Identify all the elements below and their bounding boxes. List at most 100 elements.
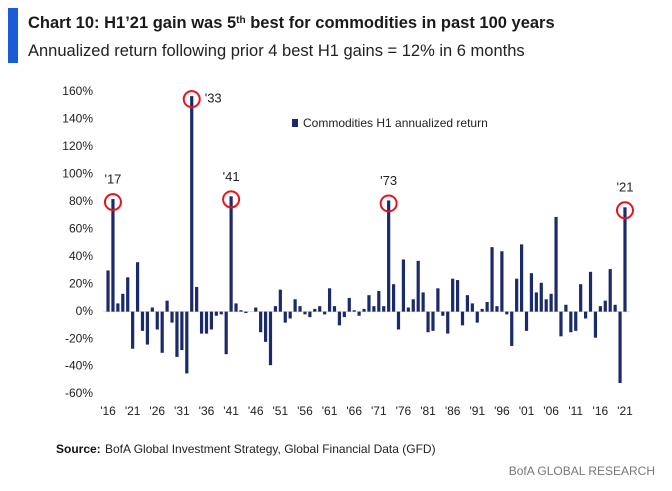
x-tick-label: '26: [149, 404, 165, 418]
bar: [323, 311, 327, 315]
bar: [254, 307, 258, 312]
bar: [524, 311, 529, 331]
bar: [387, 200, 391, 312]
x-tick-label: '86: [445, 404, 461, 418]
bar: [367, 295, 371, 312]
bar: [268, 311, 273, 366]
bar: [308, 311, 312, 318]
bar: [490, 247, 494, 312]
bar: [145, 311, 150, 345]
bar: [446, 311, 450, 334]
bar: [131, 311, 135, 349]
bar: [150, 307, 154, 312]
bar: [613, 304, 617, 312]
x-tick-label: '71: [371, 404, 387, 418]
bar: [293, 299, 297, 312]
bar: [470, 303, 474, 312]
bar: [382, 306, 386, 312]
bar: [209, 311, 214, 330]
bar: [436, 288, 440, 312]
x-tick-label: '56: [297, 404, 313, 418]
annotation: '41: [223, 169, 240, 184]
bar: [332, 306, 337, 312]
y-tick-label: 120%: [62, 139, 93, 153]
chart-title: Chart 10: H1’21 gain was 5th best for co…: [28, 14, 555, 32]
x-tick-label: '41: [223, 404, 239, 418]
bar: [411, 299, 415, 312]
x-tick-label: '21: [125, 404, 141, 418]
bar: [465, 295, 470, 312]
bar: [357, 311, 361, 316]
bar: [244, 311, 248, 314]
bar: [549, 293, 553, 312]
bar: [170, 311, 174, 323]
bar: [406, 307, 410, 312]
bar: [416, 260, 420, 312]
bar: [283, 311, 287, 323]
bar: [126, 277, 130, 312]
y-tick-label: 0%: [76, 304, 94, 318]
source-text: BofA Global Investment Strategy, Global …: [105, 442, 436, 456]
bar: [574, 311, 578, 331]
bar: [278, 289, 282, 312]
legend-label: Commodities H1 annualized return: [303, 116, 488, 130]
bar: [106, 270, 110, 312]
bar: [327, 288, 332, 312]
annotation: '17: [104, 172, 121, 187]
bar: [175, 311, 179, 357]
bar: [603, 300, 607, 312]
bar: [377, 291, 381, 312]
bar: [529, 273, 534, 312]
bar: [544, 299, 548, 312]
bar: [480, 308, 484, 312]
bar: [185, 311, 189, 374]
bar: [608, 269, 612, 312]
bar: [263, 311, 268, 342]
bar: [583, 311, 588, 319]
bar: [190, 96, 194, 312]
bar: [515, 278, 519, 312]
bar: [199, 311, 204, 334]
y-tick-label: 40%: [69, 249, 93, 263]
highlight-circle: [222, 190, 241, 209]
x-tick-label: '11: [568, 404, 583, 418]
bar: [204, 311, 209, 334]
highlight-circle: [379, 194, 398, 213]
x-tick-label: '76: [396, 404, 412, 418]
bar: [362, 308, 366, 312]
bar: [495, 306, 499, 312]
bar: [564, 304, 568, 312]
bar: [352, 310, 356, 312]
x-tick-label: '96: [494, 404, 510, 418]
bar: [421, 292, 425, 312]
bar: [342, 311, 346, 318]
bar: [455, 280, 460, 312]
chart-subtitle: Annualized return following prior 4 best…: [28, 42, 525, 60]
bar: [303, 311, 307, 315]
bar: [500, 251, 504, 312]
bar: [569, 311, 573, 333]
bar: [214, 311, 218, 316]
annotation: '21: [617, 180, 634, 195]
bar: [288, 311, 292, 319]
bar: [234, 303, 238, 312]
bar: [165, 300, 169, 312]
x-tick-label: '16: [593, 404, 609, 418]
bar: [431, 311, 435, 331]
y-tick-label: -20%: [65, 331, 93, 345]
bar: [475, 311, 479, 323]
y-tick-label: 140%: [62, 112, 93, 126]
x-tick-label: '91: [469, 404, 485, 418]
bar: [510, 311, 514, 346]
highlight-circle: [615, 201, 634, 220]
bar: [485, 302, 489, 312]
annotation: '33: [205, 91, 222, 106]
bar: [180, 311, 184, 351]
legend-swatch: [292, 119, 298, 127]
bar: [313, 308, 317, 312]
bar: [155, 311, 159, 330]
bar: [593, 311, 598, 338]
bar: [554, 216, 558, 312]
bar: [618, 311, 622, 384]
bar: [219, 311, 223, 315]
